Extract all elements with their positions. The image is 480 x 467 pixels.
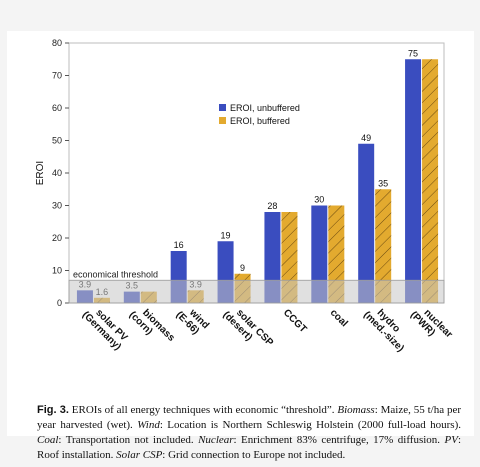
category-label: nuclear(PWR) — [408, 302, 454, 348]
bar-hatch — [328, 205, 345, 303]
caption-nuclear-text: : Enrichment 83% centrifuge, 17% diffusi… — [233, 434, 441, 446]
legend-label: EROI, unbuffered — [230, 103, 300, 113]
caption-intro: EROIs of all energy techniques with econ… — [71, 404, 335, 416]
figure-card: 01020304050607080EROI3.91.6solar PV(Germ… — [7, 31, 474, 461]
data-label-unbuffered: 19 — [221, 230, 231, 240]
data-label-unbuffered: 30 — [314, 195, 324, 205]
bar-unbuffered — [405, 59, 422, 303]
y-tick-label: 40 — [52, 168, 62, 178]
y-tick-label: 30 — [52, 201, 62, 211]
category-label: wind(E-66) — [174, 302, 211, 339]
legend-swatch — [219, 104, 226, 111]
y-tick-label: 10 — [52, 266, 62, 276]
data-label-unbuffered: 16 — [174, 240, 184, 250]
y-tick-label: 70 — [52, 71, 62, 81]
category-label: biomass(corn) — [127, 302, 177, 352]
data-label-unbuffered: 49 — [361, 133, 371, 143]
caption-wind-term: Wind — [137, 419, 160, 431]
category-label: coal — [328, 307, 350, 329]
caption-biomass-text: : Maize, 55 t/ha per year harvested (wet… — [37, 404, 462, 431]
y-tick-label: 80 — [52, 38, 62, 48]
y-tick-label: 0 — [57, 298, 62, 308]
y-tick-label: 50 — [52, 136, 62, 146]
category-label-line: CCGT — [281, 307, 309, 335]
threshold-label: economical threshold — [73, 269, 158, 279]
category-label: solar PV(Germany) — [80, 302, 131, 353]
threshold-band — [68, 279, 445, 304]
bar-unbuffered — [311, 205, 328, 303]
data-label-unbuffered: 75 — [408, 48, 418, 58]
figure-caption: Fig. 3. EROIs of all energy techniques w… — [37, 403, 461, 463]
caption-pv-term: PV — [444, 434, 458, 446]
y-tick-label: 20 — [52, 233, 62, 243]
caption-nuclear-term: Nuclear — [198, 434, 234, 446]
caption-coal-text: : Transportation not included. — [58, 434, 194, 446]
legend-label: EROI, buffered — [230, 116, 290, 126]
bar-unbuffered — [358, 143, 375, 303]
caption-biomass-term: Biomass — [337, 404, 375, 416]
caption-pv-text: : Roof installation. — [37, 434, 462, 461]
bar-hatch — [375, 189, 392, 303]
eroi-bar-chart: 01020304050607080EROI3.91.6solar PV(Germ… — [35, 38, 454, 357]
category-label: solar CSP(desert) — [221, 302, 276, 357]
caption-coal-term: Coal — [37, 434, 59, 446]
category-label: hydro(med.-size) — [361, 302, 413, 354]
caption-csp-text: : Grid connection to Europe not included… — [162, 449, 346, 461]
data-label-buffered: 35 — [378, 178, 388, 188]
caption-fig-label: Fig. 3. — [37, 404, 69, 416]
category-label-line: coal — [328, 307, 350, 329]
caption-wind-text: : Location is Northern Schleswig Holstei… — [159, 419, 461, 431]
y-axis-title: EROI — [35, 161, 46, 185]
legend-swatch — [219, 117, 226, 124]
y-tick-label: 60 — [52, 103, 62, 113]
data-label-buffered: 9 — [240, 263, 245, 273]
data-label-unbuffered: 28 — [267, 201, 277, 211]
caption-csp-term: Solar CSP — [116, 449, 163, 461]
bar-hatch — [422, 59, 439, 303]
category-label: CCGT — [281, 307, 309, 335]
